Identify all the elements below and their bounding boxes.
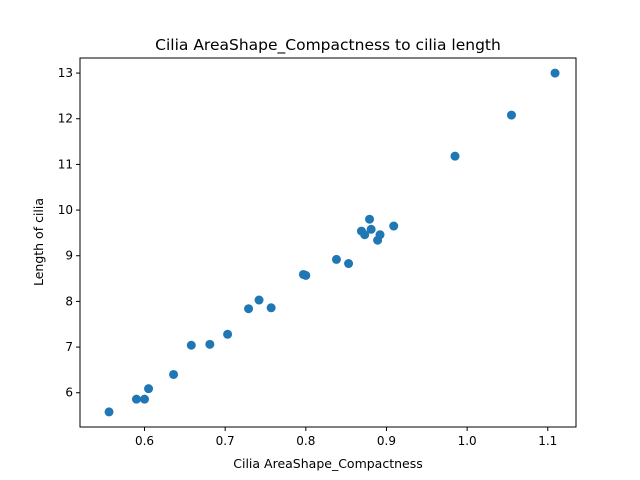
data-point — [331, 254, 341, 264]
data-point — [366, 224, 376, 234]
data-point — [144, 384, 154, 394]
y-tick-label: 8 — [65, 294, 73, 308]
data-point — [104, 407, 114, 417]
x-axis-label: Cilia AreaShape_Compactness — [233, 456, 423, 471]
y-tick-label: 12 — [58, 112, 73, 126]
data-point — [266, 303, 276, 313]
plot-frame — [79, 57, 577, 428]
x-tick-label: 1.1 — [538, 434, 557, 448]
chart-title: Cilia AreaShape_Compactness to cilia len… — [155, 36, 501, 55]
data-point — [169, 369, 179, 379]
x-tick-label: 0.7 — [216, 434, 235, 448]
x-tick-label: 0.8 — [296, 434, 315, 448]
data-point — [450, 151, 460, 161]
y-tick-label: 7 — [65, 340, 73, 354]
x-tick-label: 0.6 — [135, 434, 154, 448]
y-tick-label: 11 — [58, 157, 73, 171]
data-point — [550, 68, 560, 78]
data-point — [186, 340, 196, 350]
y-tick-label: 10 — [58, 203, 73, 217]
x-tick-label: 1.0 — [458, 434, 477, 448]
data-point — [344, 259, 354, 269]
y-axis-label: Length of cilia — [31, 198, 46, 286]
data-point — [389, 221, 399, 231]
data-point — [360, 230, 370, 240]
y-tick-label: 9 — [65, 249, 73, 263]
data-point — [131, 394, 141, 404]
data-point — [140, 394, 150, 404]
x-axis: 0.6 0.7 0.8 0.9 1.0 1.1 — [135, 427, 557, 448]
data-point — [365, 214, 375, 224]
data-point — [223, 329, 233, 339]
x-tick-label: 0.9 — [377, 434, 396, 448]
y-tick-label: 6 — [65, 386, 73, 400]
data-point — [375, 230, 385, 240]
data-point — [254, 295, 264, 305]
data-point — [244, 304, 254, 314]
data-point — [301, 270, 311, 280]
y-tick-label: 13 — [58, 66, 73, 80]
data-point — [205, 339, 215, 349]
data-point — [506, 110, 516, 120]
y-axis: 6 7 8 9 10 11 12 13 — [58, 66, 80, 400]
points-group — [104, 68, 560, 417]
